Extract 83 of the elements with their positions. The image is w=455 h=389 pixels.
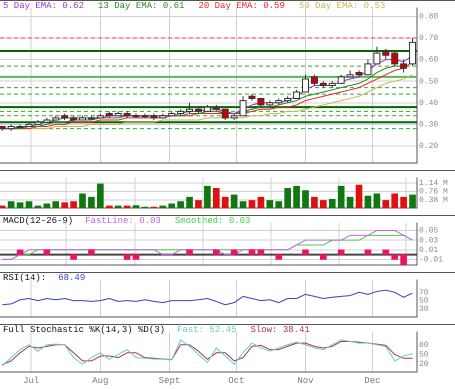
bar	[61, 202, 68, 208]
x-tick-label: Sept	[158, 376, 180, 386]
y-tick-label: 80	[419, 340, 429, 350]
bar	[212, 188, 220, 208]
bar	[124, 206, 130, 208]
bar	[159, 206, 166, 208]
y-tick-label: -0.01	[419, 256, 444, 265]
bar	[391, 194, 398, 208]
bar	[79, 194, 86, 208]
bar	[248, 200, 256, 208]
y-tick-label: 50	[419, 350, 429, 360]
bar	[284, 188, 291, 208]
chart-title: RSI(14):	[3, 273, 46, 283]
bar	[382, 200, 390, 208]
y-tick-label: 0.50	[419, 77, 438, 86]
bar	[70, 201, 77, 208]
y-tick-label: 50	[419, 296, 429, 306]
bar	[114, 206, 122, 208]
bar	[275, 201, 282, 208]
y-tick-label: 0.01	[419, 246, 438, 255]
y-tick-label: 0.20	[419, 142, 438, 152]
y-tick-label: 20	[419, 360, 429, 370]
bar	[364, 196, 372, 208]
series-label: Fast: 52.45	[177, 325, 236, 335]
y-tick-label: 30	[419, 305, 429, 314]
series-label: Slow: 38.41	[250, 325, 310, 335]
bar	[346, 196, 354, 208]
bar	[293, 186, 300, 208]
bar	[186, 196, 193, 208]
text: 20 Day EMA: 0.59	[198, 1, 285, 11]
series-label: 68.49	[58, 273, 86, 283]
text: 5 Day EMA: 0.62	[3, 1, 84, 11]
y-tick-label: 0.30	[419, 120, 438, 130]
bar	[400, 196, 407, 208]
bar	[374, 194, 380, 208]
bar	[106, 206, 113, 208]
bar	[52, 201, 60, 208]
y-tick-label: 0.05	[419, 226, 438, 236]
x-tick-label: Jul	[23, 376, 40, 386]
text: FastLine: 0.03	[85, 216, 161, 226]
y-tick-label: 0.60	[419, 56, 438, 65]
y-tick-label: 1.14 M	[419, 179, 448, 188]
bar	[338, 186, 345, 208]
bar	[177, 201, 184, 208]
chart-title: MACD(12-26-9)	[3, 216, 74, 226]
bar	[240, 201, 246, 208]
bar	[320, 200, 327, 208]
bar	[230, 194, 238, 208]
bar	[88, 196, 95, 208]
text: 13 Day EMA: 0.61	[98, 1, 184, 11]
x-tick-label: Nov	[297, 376, 314, 386]
bar	[34, 206, 42, 208]
bar	[8, 201, 14, 208]
y-tick-label: 0.03	[419, 236, 438, 246]
bar	[16, 202, 24, 208]
y-tick-label: 0.40	[419, 98, 438, 108]
x-tick-label: Oct	[228, 376, 244, 386]
chart-title: Full Stochastic %K(14,3) %D(3)	[3, 325, 166, 335]
bar	[222, 196, 229, 208]
bar	[168, 203, 176, 208]
x-tick-label: Dec	[364, 376, 381, 386]
bar	[328, 199, 336, 208]
bar	[132, 205, 140, 208]
text: 50 Day EMA: 0.53	[298, 1, 386, 11]
text: Smoothed: 0.03	[174, 216, 250, 226]
bar	[258, 196, 264, 208]
y-tick-label: 0.80	[419, 12, 438, 22]
y-tick-label: 70	[419, 288, 429, 298]
bar	[409, 194, 416, 208]
bar	[0, 206, 6, 208]
bar	[356, 184, 362, 208]
bar	[311, 196, 318, 208]
bar	[44, 203, 50, 208]
bar	[195, 200, 202, 208]
bar	[97, 184, 104, 208]
bar	[26, 201, 32, 208]
bar	[204, 186, 211, 208]
x-tick-label: Aug	[92, 376, 108, 386]
y-tick-label: 0.76 M	[419, 188, 448, 197]
bar	[266, 200, 274, 208]
y-tick-label: 0.70	[419, 34, 438, 44]
bar	[302, 190, 309, 208]
y-tick-label: 0.38 M	[419, 196, 448, 205]
